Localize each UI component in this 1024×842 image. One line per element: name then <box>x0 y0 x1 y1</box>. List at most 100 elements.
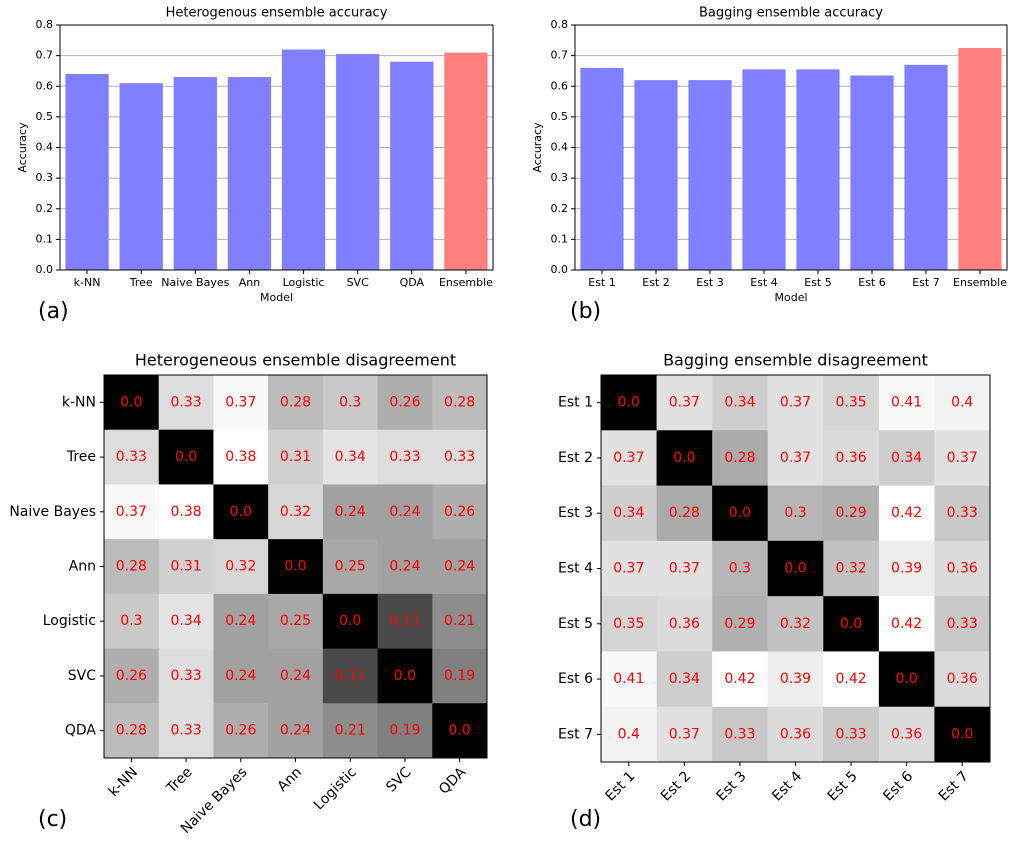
cell-label: 0.33 <box>947 505 978 521</box>
heatmap-cell <box>377 429 433 485</box>
bar <box>444 52 488 270</box>
cell-label: 0.31 <box>280 449 311 465</box>
heatmap-cell <box>934 430 991 487</box>
y-tick-label: Logistic <box>43 613 96 629</box>
cell-label: 0.33 <box>835 726 866 742</box>
heatmap-cell <box>158 429 214 485</box>
y-tick-label: 0.5 <box>36 110 54 123</box>
bar <box>281 49 326 270</box>
x-tick-label: Est 3 <box>714 768 750 804</box>
panel-label: (c) <box>38 807 67 832</box>
cell-label: 0.34 <box>613 505 644 521</box>
cell-label: 0.24 <box>280 723 311 739</box>
x-tick-label: k-NN <box>106 764 141 799</box>
heatmap-cell <box>823 596 880 652</box>
cell-label: 0.33 <box>170 668 201 684</box>
heatmap-cell <box>601 485 658 542</box>
cell-label: 0.21 <box>444 613 475 629</box>
x-tick-label: Est 2 <box>658 768 694 804</box>
y-tick-label: 0.4 <box>551 141 569 154</box>
y-axis-label: Accuracy <box>531 122 544 173</box>
heatmap-cell <box>377 539 433 595</box>
y-tick-label: 0.0 <box>36 263 54 276</box>
x-axis-label: Model <box>774 291 807 304</box>
y-tick-label: Est 1 <box>558 395 593 411</box>
heatmap-cell <box>934 651 991 708</box>
x-tick-label: Ensemble <box>439 276 493 289</box>
heatmap-cell <box>158 484 214 540</box>
heatmap-cell <box>934 706 991 763</box>
heatmap-cell <box>432 703 488 759</box>
x-tick-label: Logistic <box>283 276 325 289</box>
chart-title: Bagging ensemble disagreement <box>663 351 928 370</box>
heatmap-cell <box>878 485 935 542</box>
cell-label: 0.11 <box>389 613 420 629</box>
cell-label: 0.3 <box>120 613 142 629</box>
heatmap-cell <box>712 596 769 652</box>
heatmap-cell <box>268 375 324 431</box>
plot-frame <box>574 24 1008 271</box>
y-tick-label: 0.4 <box>36 141 54 154</box>
cell-label: 0.19 <box>444 668 475 684</box>
cell-label: 0.24 <box>225 613 256 629</box>
heatmap-cell <box>432 593 488 650</box>
plot-frame <box>59 24 494 271</box>
x-tick-label: Est 7 <box>912 276 940 289</box>
x-tick-label: Est 4 <box>750 276 778 289</box>
heatmap-cell <box>322 703 379 759</box>
cell-label: 0.0 <box>673 450 695 466</box>
heatmap-cell <box>656 596 713 652</box>
cell-label: 0.33 <box>170 394 201 410</box>
heatmap-cell <box>377 593 433 650</box>
y-tick-label: Est 4 <box>558 561 593 577</box>
heatmap-cell <box>767 706 824 763</box>
heatmap-cell <box>104 648 160 704</box>
x-axis-label: Model <box>260 291 293 304</box>
cell-label: 0.24 <box>335 504 366 520</box>
cell-label: 0.41 <box>613 671 644 687</box>
x-tick-label: Est 3 <box>696 276 724 289</box>
heatmap-cell <box>322 375 379 431</box>
y-tick-label: 0.7 <box>36 49 54 62</box>
heatmap-cell <box>104 429 160 485</box>
heatmap-cell <box>213 429 269 485</box>
bar <box>634 80 678 270</box>
heatmap-cell <box>322 484 379 540</box>
y-tick-label: 0.2 <box>551 202 569 215</box>
heatmap-cell <box>712 485 769 542</box>
heatmap-cell <box>268 484 324 540</box>
heatmap-cell <box>656 706 713 763</box>
cell-label: 0.37 <box>669 395 700 411</box>
x-tick-label: Naive Bayes <box>161 276 229 289</box>
heatmap-cell <box>712 375 769 431</box>
y-tick-label: 0.7 <box>551 49 569 62</box>
y-tick-label: Tree <box>66 449 96 465</box>
x-tick-label: Est 1 <box>588 276 616 289</box>
heatmap-cell <box>878 706 935 763</box>
cell-label: 0.36 <box>780 726 811 742</box>
y-tick-label: k-NN <box>62 394 96 410</box>
chart-title: Heterogeneous ensemble disagreement <box>135 351 456 370</box>
heatmap-cell <box>823 375 880 431</box>
heatmap-cell <box>158 375 214 431</box>
heatmap-cell <box>934 485 991 542</box>
cell-label: 0.3 <box>729 561 751 577</box>
cell-label: 0.28 <box>280 394 311 410</box>
cell-label: 0.37 <box>947 450 978 466</box>
cell-label: 0.35 <box>835 395 866 411</box>
plot-frame <box>600 374 991 763</box>
cell-label: 0.38 <box>170 504 201 520</box>
heatmap-cell <box>104 703 160 759</box>
cell-label: 0.37 <box>780 395 811 411</box>
heatmap-cell <box>712 706 769 763</box>
heatmap-cell <box>268 593 324 650</box>
cell-label: 0.3 <box>784 505 806 521</box>
x-tick-label: QDA <box>436 764 470 798</box>
heatmap-cell <box>712 540 769 597</box>
cell-label: 0.36 <box>947 671 978 687</box>
x-tick-label: Est 5 <box>825 768 861 804</box>
heatmap-cell <box>934 375 991 431</box>
bar <box>958 47 1002 270</box>
y-tick-label: Est 6 <box>558 671 593 687</box>
cell-label: 0.24 <box>389 504 420 520</box>
